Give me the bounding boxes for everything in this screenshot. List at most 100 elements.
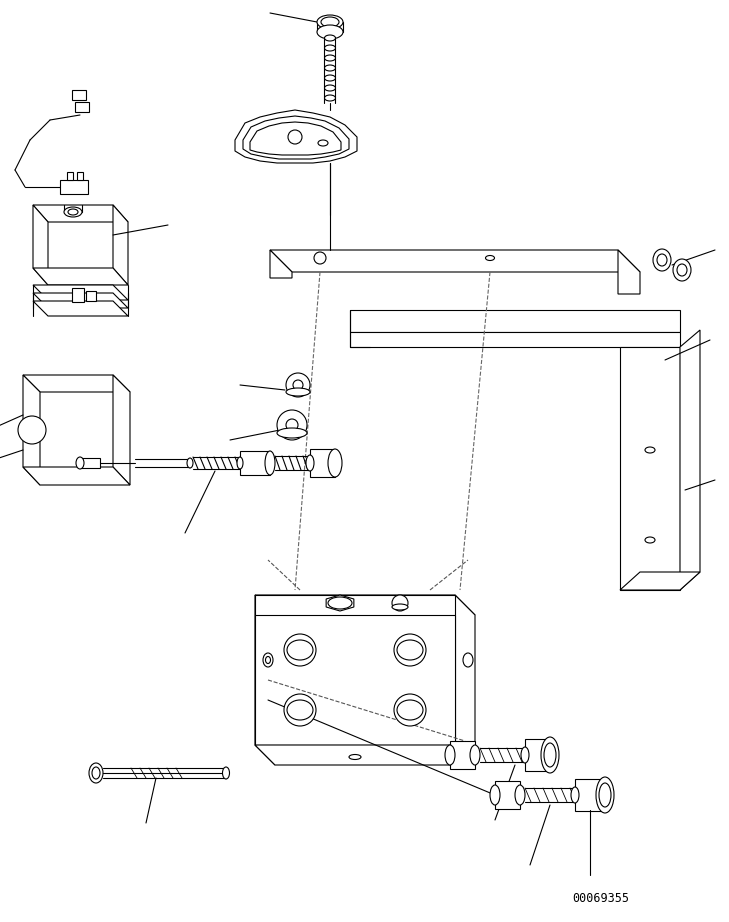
Circle shape [284, 694, 316, 726]
Polygon shape [620, 347, 680, 590]
Polygon shape [255, 595, 475, 615]
Ellipse shape [265, 451, 275, 475]
Ellipse shape [645, 447, 655, 453]
Polygon shape [23, 375, 130, 392]
Polygon shape [240, 451, 270, 475]
Polygon shape [255, 745, 475, 765]
Ellipse shape [677, 264, 687, 276]
Polygon shape [270, 250, 640, 272]
Polygon shape [33, 285, 128, 300]
Polygon shape [350, 332, 680, 347]
Polygon shape [23, 467, 130, 485]
Ellipse shape [317, 15, 343, 29]
Polygon shape [80, 458, 100, 468]
Bar [72, 90, 86, 100]
Circle shape [394, 634, 426, 666]
Polygon shape [270, 250, 292, 278]
Polygon shape [243, 116, 349, 159]
Circle shape [392, 595, 408, 611]
Polygon shape [33, 293, 128, 308]
Ellipse shape [324, 85, 335, 91]
Polygon shape [350, 310, 680, 332]
Ellipse shape [76, 457, 84, 469]
Polygon shape [255, 615, 455, 745]
Ellipse shape [490, 785, 500, 805]
Circle shape [394, 694, 426, 726]
Polygon shape [255, 595, 455, 745]
Polygon shape [525, 739, 550, 771]
Ellipse shape [397, 640, 423, 660]
Ellipse shape [653, 249, 671, 271]
Polygon shape [450, 741, 475, 769]
Circle shape [293, 380, 303, 390]
Polygon shape [113, 205, 128, 285]
Ellipse shape [596, 777, 614, 813]
Circle shape [402, 702, 418, 718]
Polygon shape [250, 122, 341, 155]
Ellipse shape [673, 259, 691, 281]
Circle shape [292, 702, 308, 718]
Ellipse shape [287, 700, 313, 720]
Circle shape [286, 373, 310, 397]
Ellipse shape [349, 754, 361, 760]
Ellipse shape [324, 45, 335, 51]
Ellipse shape [318, 140, 328, 146]
Bar [77, 172, 83, 180]
Ellipse shape [321, 17, 339, 27]
Ellipse shape [486, 255, 494, 261]
Ellipse shape [324, 65, 335, 71]
Ellipse shape [571, 787, 579, 803]
Ellipse shape [287, 640, 313, 660]
Circle shape [18, 416, 46, 444]
Ellipse shape [237, 457, 243, 469]
Polygon shape [33, 268, 128, 285]
Ellipse shape [89, 763, 103, 783]
Polygon shape [33, 205, 48, 285]
Ellipse shape [521, 747, 529, 763]
Ellipse shape [324, 55, 335, 61]
Circle shape [286, 419, 298, 431]
Circle shape [288, 130, 302, 144]
Polygon shape [618, 250, 640, 294]
Ellipse shape [263, 653, 273, 667]
Polygon shape [575, 779, 605, 811]
Ellipse shape [286, 388, 310, 396]
Ellipse shape [317, 25, 343, 39]
Polygon shape [60, 180, 88, 194]
Ellipse shape [470, 745, 480, 765]
Circle shape [402, 642, 418, 658]
Circle shape [292, 642, 308, 658]
Ellipse shape [328, 597, 352, 609]
Bar [75, 102, 89, 112]
Ellipse shape [397, 700, 423, 720]
Polygon shape [455, 595, 475, 765]
Ellipse shape [222, 767, 230, 779]
Ellipse shape [599, 783, 611, 807]
Ellipse shape [68, 209, 78, 215]
Ellipse shape [92, 767, 100, 779]
Ellipse shape [544, 743, 556, 767]
Bar [86, 291, 96, 301]
Circle shape [277, 410, 307, 440]
Polygon shape [33, 301, 128, 316]
Text: 00069355: 00069355 [572, 892, 629, 905]
Ellipse shape [515, 785, 525, 805]
Ellipse shape [64, 207, 82, 217]
Ellipse shape [463, 653, 473, 667]
Polygon shape [23, 375, 40, 485]
Ellipse shape [445, 745, 455, 765]
Ellipse shape [265, 656, 270, 664]
Ellipse shape [328, 449, 342, 477]
Ellipse shape [306, 455, 314, 471]
Circle shape [284, 634, 316, 666]
Circle shape [314, 252, 326, 264]
Polygon shape [680, 330, 700, 590]
Polygon shape [620, 572, 700, 590]
Bar [72, 288, 84, 302]
Ellipse shape [187, 458, 193, 468]
Ellipse shape [541, 737, 559, 773]
Polygon shape [113, 375, 130, 485]
Polygon shape [326, 595, 354, 611]
Ellipse shape [324, 75, 335, 81]
Ellipse shape [392, 604, 408, 610]
